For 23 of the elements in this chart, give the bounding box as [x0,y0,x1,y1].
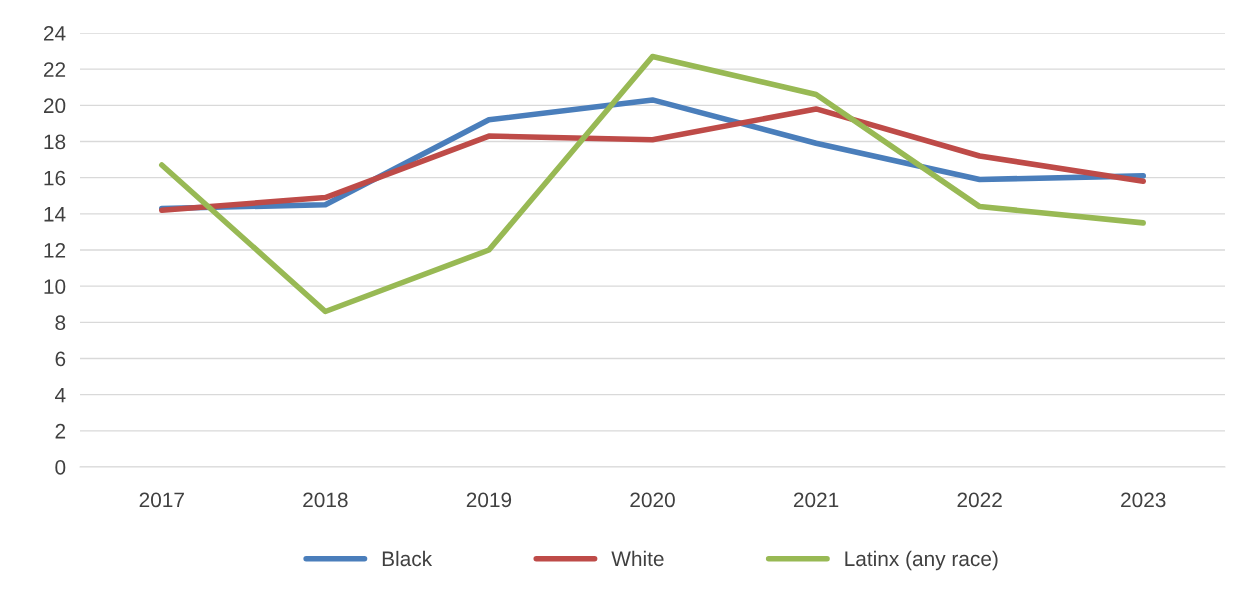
legend-label: Latinx (any race) [845,550,998,571]
x-tick-label: 2023 [1121,492,1166,508]
legend-label: Black [382,550,433,567]
y-tick-label: 16 [44,170,66,186]
x-tick-label: 2022 [957,492,1002,508]
x-tick-label: 2020 [630,492,675,508]
y-tick-label: 2 [55,423,66,439]
legend-label: White [611,550,664,567]
y-tick-label: 6 [55,351,66,367]
y-tick-label: 12 [44,243,66,258]
y-tick-label: 24 [43,26,66,41]
x-tick-label: 2017 [139,492,184,508]
y-tick-label: 4 [55,387,66,403]
y-tick-label: 20 [43,98,66,114]
y-tick-label: 14 [44,207,66,222]
x-tick-label: 2021 [793,492,839,508]
y-tick-label: 22 [43,62,66,77]
y-tick-label: 0 [55,460,66,475]
x-tick-label: 2019 [466,492,512,508]
y-tick-label: 8 [55,315,66,331]
y-tick-label: 10 [44,279,66,294]
x-tick-label: 2018 [303,492,348,508]
y-tick-label: 18 [44,134,66,150]
